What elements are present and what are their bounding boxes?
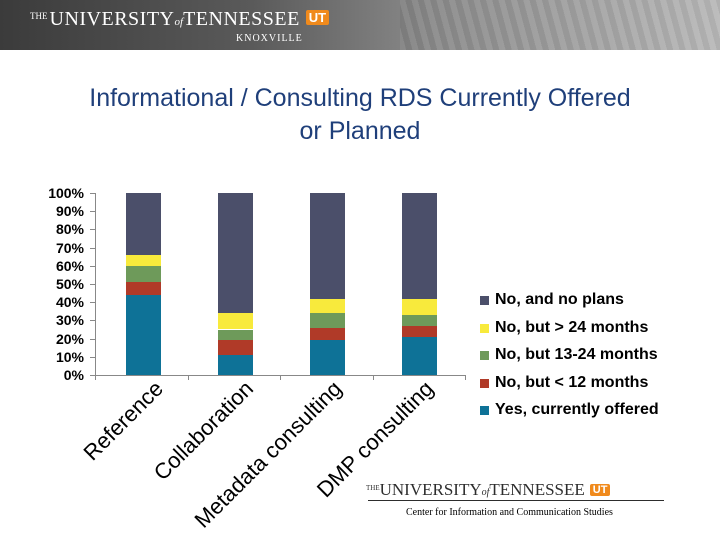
bar-segment [309, 340, 345, 375]
header-texture [400, 0, 720, 50]
y-tick-label: 70% [55, 239, 84, 256]
legend-swatch [480, 406, 489, 415]
y-tick-label: 10% [55, 348, 84, 365]
legend-label: No, and no plans [495, 291, 624, 308]
y-tick-label: 100% [48, 185, 84, 201]
legend-label: No, but > 24 months [495, 318, 649, 336]
y-tick-mark [90, 211, 95, 213]
x-tick-mark [372, 375, 374, 380]
footer-logo-the: THE [366, 484, 380, 492]
header-banner: THE UNIVERSITYofTENNESSEE UT KNOXVILLE [0, 0, 720, 50]
bar-segment [401, 193, 437, 299]
y-tick-mark [90, 265, 95, 267]
header-logo-tennessee: TENNESSEE [183, 8, 300, 30]
x-category-label: Reference [78, 375, 169, 466]
footer-logo-tennessee: TENNESSEE [489, 480, 585, 499]
y-tick-label: 30% [55, 312, 84, 329]
chart-title: Informational / Consulting RDS Currently… [40, 82, 680, 148]
y-tick-label: 80% [55, 221, 84, 238]
x-tick-mark [95, 375, 96, 380]
bar-segment [309, 298, 345, 314]
bar-segment [401, 336, 437, 375]
bar-segment [217, 193, 253, 314]
header-ut-logo-icon: UT [305, 10, 330, 25]
legend-swatch [480, 378, 489, 388]
chart-title-line-1: Informational / Consulting RDS Currently… [89, 84, 631, 112]
footer-rule [368, 500, 664, 501]
y-tick-label: 50% [55, 276, 84, 292]
bar-segment [309, 193, 345, 299]
y-tick-label: 90% [55, 203, 84, 220]
y-tick-label: 20% [55, 330, 84, 347]
header-logo-of: of [174, 16, 184, 28]
header-logo: THE UNIVERSITYofTENNESSEE UT [30, 8, 330, 31]
x-tick-mark [280, 375, 281, 380]
y-tick-label: 0% [63, 367, 84, 383]
bar-segment [309, 313, 345, 328]
header-campus: KNOXVILLE [236, 33, 303, 44]
bar-segment [217, 354, 253, 375]
footer-logo-university: UNIVERSITY [379, 480, 482, 499]
legend-label: No, but 13-24 months [495, 346, 658, 363]
y-axis-line [95, 193, 96, 375]
y-tick-mark [90, 375, 95, 376]
y-tick-label: 60% [55, 257, 84, 274]
bar-segment [217, 313, 253, 330]
legend-swatch [480, 296, 489, 305]
legend-label: No, but < 12 months [495, 373, 649, 391]
x-tick-mark [465, 375, 466, 380]
bar-segment [125, 265, 161, 283]
y-tick-mark [90, 284, 95, 285]
bar-segment [125, 294, 161, 375]
legend-swatch [480, 351, 489, 360]
y-tick-mark [90, 229, 95, 231]
bar-segment [125, 254, 161, 266]
legend-swatch [480, 323, 489, 333]
bar-segment [217, 329, 253, 341]
bar-segment [309, 327, 345, 341]
bar-segment [401, 325, 437, 337]
y-tick-mark [90, 247, 95, 249]
bar-segment [125, 282, 161, 295]
footer-ut-logo-icon: UT [589, 484, 611, 496]
footer-subtitle: Center for Information and Communication… [406, 507, 613, 518]
y-tick-label: 40% [55, 294, 84, 311]
y-tick-mark [90, 320, 95, 322]
bar-segment [401, 298, 437, 315]
footer-logo: THEUNIVERSITYofTENNESSEE UT [366, 480, 611, 500]
y-tick-mark [90, 356, 95, 358]
header-logo-the: THE [30, 11, 48, 21]
y-tick-mark [90, 193, 95, 194]
x-tick-mark [187, 375, 189, 380]
chart-title-line-2: or Planned [299, 117, 421, 145]
bar-segment [125, 193, 161, 255]
footer-logo-of: of [481, 487, 490, 498]
legend-label: Yes, currently offered [495, 401, 659, 418]
y-tick-mark [90, 338, 95, 340]
bar-segment [401, 314, 437, 326]
y-tick-mark [90, 302, 95, 304]
header-logo-university: UNIVERSITY [49, 8, 175, 30]
bar-segment [217, 340, 253, 355]
